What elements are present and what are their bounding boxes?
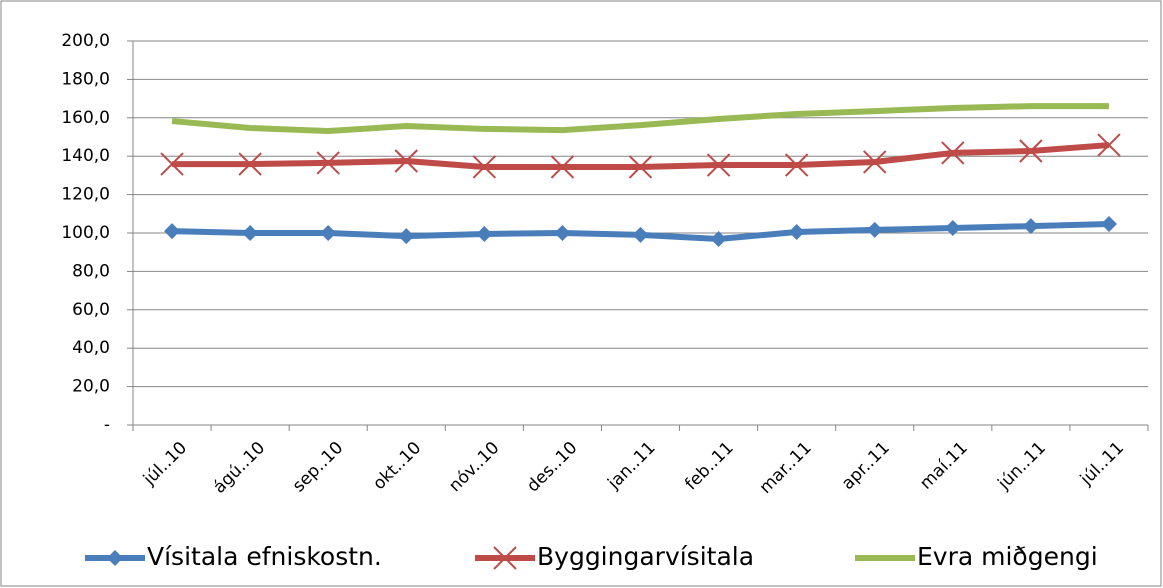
y-tick-label: 140,0 — [61, 146, 110, 166]
y-tick-label: 40,0 — [72, 338, 110, 358]
marker — [550, 155, 575, 179]
marker — [476, 225, 493, 242]
y-tick-label: 80,0 — [72, 261, 110, 281]
marker — [554, 225, 571, 241]
marker — [398, 228, 415, 245]
marker — [238, 152, 262, 176]
marker — [1097, 133, 1121, 157]
legend-marker — [107, 550, 123, 566]
marker — [941, 141, 965, 165]
series-line — [171, 103, 1109, 135]
legend-label: Vísitala efniskostn. — [147, 542, 382, 571]
marker — [472, 155, 497, 179]
marker — [866, 221, 883, 238]
marker — [160, 152, 184, 176]
marker — [628, 155, 653, 179]
y-tick-label: 180,0 — [61, 69, 110, 89]
y-tick-label: - — [104, 415, 110, 435]
y-tick-label: 160,0 — [61, 108, 110, 128]
marker — [1019, 139, 1043, 163]
legend-label: Evra miðgengi — [917, 542, 1098, 571]
y-tick-label: 120,0 — [61, 185, 110, 205]
marker — [944, 220, 961, 237]
marker — [632, 226, 649, 243]
marker — [784, 153, 809, 177]
marker — [1100, 215, 1117, 232]
y-tick-label: 20,0 — [72, 377, 110, 397]
legend-label: Byggingarvísitala — [537, 542, 754, 571]
marker — [706, 153, 731, 177]
marker — [316, 151, 340, 175]
marker — [1022, 218, 1039, 235]
marker — [320, 225, 337, 241]
y-tick-label: 200,0 — [61, 31, 110, 51]
marker — [242, 225, 259, 241]
y-tick-label: 100,0 — [61, 223, 110, 243]
y-tick-label: 60,0 — [72, 300, 110, 320]
marker — [710, 230, 727, 247]
marker — [164, 223, 181, 240]
marker — [788, 224, 805, 241]
legend-marker — [493, 546, 517, 570]
marker — [394, 149, 418, 173]
marker — [863, 150, 887, 174]
